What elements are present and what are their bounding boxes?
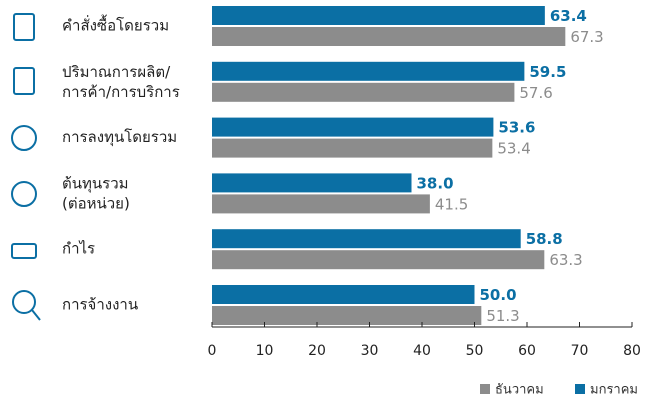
x-tick-label: 40 (413, 343, 431, 359)
x-tick-label: 10 (256, 343, 274, 359)
value-label: 59.5 (529, 63, 566, 81)
bar (212, 194, 430, 214)
category-label: คำสั่งซื้อโดยรวม (62, 15, 169, 35)
icon (12, 290, 36, 314)
category-label: การลงทุนโดยรวม (62, 128, 177, 147)
x-tick-label: 20 (308, 343, 326, 359)
bar (212, 82, 515, 102)
value-label: 53.4 (497, 140, 530, 158)
x-tick-label: 80 (623, 343, 641, 359)
legend-label: มกราคม (590, 383, 638, 398)
x-tick-label: 50 (466, 343, 484, 359)
x-tick-label: 30 (361, 343, 379, 359)
bar (212, 173, 412, 193)
bar (212, 138, 493, 158)
bar (212, 229, 521, 249)
bar (212, 117, 494, 137)
bar (212, 61, 525, 81)
bar (212, 27, 566, 46)
legend-swatch (480, 384, 490, 394)
bar (212, 285, 475, 304)
value-label: 67.3 (570, 28, 603, 46)
value-label: 38.0 (417, 174, 454, 192)
value-label: 63.3 (549, 251, 582, 269)
value-label: 41.5 (435, 195, 468, 213)
icon (31, 309, 41, 321)
icon (13, 67, 35, 95)
value-label: 51.3 (486, 307, 519, 325)
bar (212, 250, 545, 270)
value-label: 53.6 (498, 119, 535, 137)
icon (11, 243, 37, 259)
value-label: 58.8 (526, 230, 563, 248)
category-label: ต้นทุนรวม(ต่อหน่วย) (62, 174, 130, 212)
icon (11, 181, 37, 207)
legend-swatch (575, 384, 585, 394)
x-tick-label: 0 (208, 343, 217, 359)
icons (11, 13, 41, 321)
category-label: การจ้างงาน (62, 296, 138, 314)
x-tick-label: 60 (518, 343, 536, 359)
icon (13, 13, 35, 41)
icon (11, 125, 37, 151)
bar (212, 306, 482, 325)
value-label: 50.0 (480, 286, 517, 304)
bar (212, 6, 545, 25)
category-label: กำไร (62, 240, 95, 258)
value-label: 63.4 (550, 7, 587, 25)
x-tick-label: 70 (571, 343, 589, 359)
value-label: 57.6 (519, 84, 552, 102)
legend-label: ธันวาคม (495, 383, 544, 398)
category-label: ปริมาณการผลิต/การค้า/การบริการ (62, 62, 180, 100)
